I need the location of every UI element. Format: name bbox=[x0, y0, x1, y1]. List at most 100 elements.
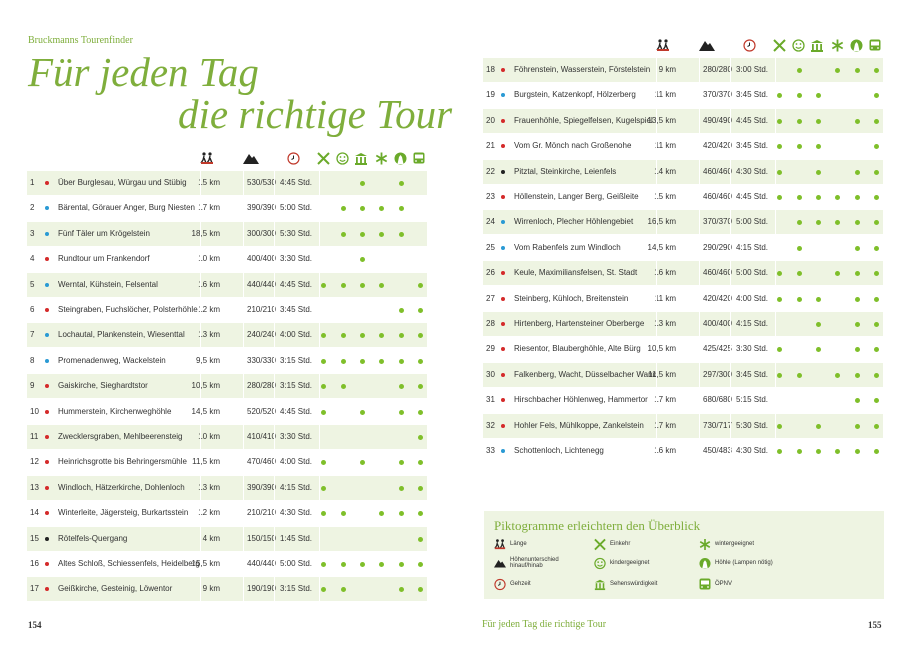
tour-duration: 3:00 Std. bbox=[736, 65, 769, 74]
tour-duration: 4:15 Std. bbox=[736, 242, 769, 252]
tour-duration: 4:15 Std. bbox=[280, 482, 313, 492]
column-divider bbox=[656, 337, 657, 362]
column-divider bbox=[730, 210, 731, 235]
tour-length: 16,5 km bbox=[647, 217, 676, 227]
column-divider bbox=[200, 374, 201, 399]
table-row: 33 Schottenloch, Lichtenegg 16 km 450/483 4:… bbox=[483, 439, 883, 463]
tour-name: Steingraben, Fuchslöcher, Polsterhöhle bbox=[58, 305, 198, 314]
column-divider bbox=[319, 577, 320, 602]
column-divider bbox=[200, 247, 201, 272]
column-divider bbox=[775, 83, 776, 108]
table-row: 1 Über Burglesau, Würgau und Stübig 15 km 5… bbox=[27, 171, 427, 195]
difficulty-dot bbox=[501, 271, 505, 276]
difficulty-dot bbox=[501, 68, 505, 72]
tour-elevation: 470/460 bbox=[247, 457, 276, 467]
tour-name: Riesentor, Blauberghöhle, Alte Bürg bbox=[514, 344, 641, 354]
table-row: 26 Keule, Maximiliansfelsen, St. Stadt 16 … bbox=[483, 261, 883, 286]
difficulty-dot bbox=[501, 398, 505, 403]
feature-dot bbox=[379, 562, 384, 567]
column-divider bbox=[775, 210, 776, 235]
tour-length: 13 km bbox=[198, 330, 220, 340]
column-divider bbox=[243, 374, 244, 399]
table-row: 5 Werntal, Kühstein, Felsental 16 km 440/44… bbox=[27, 272, 427, 297]
column-divider bbox=[243, 348, 244, 373]
feature-dot bbox=[816, 220, 821, 226]
tour-name: Frauenhöhle, Spiegelfelsen, Kugelspiel bbox=[514, 115, 653, 125]
tour-duration: 3:15 Std. bbox=[280, 355, 313, 365]
tour-elevation: 150/150 bbox=[247, 533, 276, 543]
column-divider bbox=[699, 286, 700, 311]
feature-dot bbox=[797, 93, 802, 99]
column-divider bbox=[319, 323, 320, 348]
column-divider bbox=[200, 577, 201, 602]
tour-length: 17 km bbox=[654, 420, 676, 430]
feature-dot bbox=[379, 231, 384, 237]
feature-dot bbox=[835, 68, 840, 73]
tour-elevation: 190/190 bbox=[247, 584, 276, 594]
tour-length: 13 km bbox=[198, 482, 220, 492]
feature-dot bbox=[835, 271, 840, 277]
feature-dot bbox=[816, 144, 821, 150]
difficulty-dot bbox=[501, 322, 505, 326]
column-divider bbox=[730, 235, 731, 260]
table-row: 32 Hohler Fels, Mühlkoppe, Zankelstein 17 … bbox=[483, 413, 883, 438]
tour-length: 13,5 km bbox=[647, 115, 676, 125]
tour-elevation: 240/240 bbox=[247, 330, 276, 340]
feature-dot bbox=[321, 409, 326, 415]
column-divider bbox=[274, 348, 275, 373]
tour-length: 11,5 km bbox=[648, 369, 676, 379]
table-row: 21 Vom Gr. Mönch nach Großenohe 11 km 420/4… bbox=[483, 134, 883, 159]
legend-label: Sehenswürdigkeit bbox=[610, 581, 658, 587]
column-divider bbox=[319, 196, 320, 221]
feature-dot bbox=[321, 460, 326, 466]
tour-name: Schottenloch, Lichtenegg bbox=[514, 446, 604, 455]
tour-number: 3 bbox=[30, 228, 35, 238]
column-divider bbox=[699, 312, 700, 336]
column-divider bbox=[243, 221, 244, 246]
tour-length: 10,5 km bbox=[191, 381, 220, 391]
tour-name: Geißkirche, Gesteinig, Löwentor bbox=[58, 584, 173, 594]
column-divider bbox=[200, 348, 201, 373]
tour-number: 13 bbox=[30, 482, 39, 492]
feature-dot bbox=[341, 358, 346, 364]
difficulty-dot bbox=[501, 423, 505, 428]
legend-item: kindergeeignet bbox=[594, 557, 649, 569]
column-divider bbox=[200, 475, 201, 500]
tour-elevation: 530/530 bbox=[247, 178, 276, 187]
column-divider bbox=[319, 399, 320, 424]
feature-dot bbox=[777, 118, 782, 124]
tour-duration: 3:30 Std. bbox=[736, 344, 769, 354]
column-divider bbox=[730, 185, 731, 209]
feature-dot bbox=[874, 169, 879, 175]
column-divider bbox=[656, 210, 657, 235]
feature-dot bbox=[418, 511, 423, 517]
tour-duration: 5:00 Std. bbox=[280, 203, 313, 213]
tour-duration: 4:45 Std. bbox=[736, 192, 769, 201]
column-divider bbox=[699, 388, 700, 413]
tour-elevation: 280/280 bbox=[703, 65, 732, 74]
tour-duration: 4:15 Std. bbox=[736, 319, 769, 328]
column-divider bbox=[319, 501, 320, 526]
tour-name: Bärental, Görauer Anger, Burg Niesten bbox=[58, 203, 195, 213]
feature-dot bbox=[874, 93, 879, 99]
column-divider bbox=[200, 272, 201, 297]
tour-length: 9,5 km bbox=[195, 355, 220, 365]
column-divider bbox=[730, 413, 731, 438]
tour-elevation: 210/210 bbox=[247, 508, 276, 518]
difficulty-dot bbox=[45, 511, 49, 516]
table-row: 11 Zwecklersgraben, Mehlbeerensteig 10 km 4… bbox=[27, 425, 427, 449]
tour-name: Lochautal, Plankenstein, Wiesenttal bbox=[58, 330, 185, 340]
tour-elevation: 300/300 bbox=[247, 228, 276, 238]
tour-number: 4 bbox=[30, 254, 35, 264]
feature-dot bbox=[321, 384, 326, 390]
feature-dot bbox=[321, 282, 326, 288]
tour-length: 11 km bbox=[654, 293, 676, 303]
feature-dot bbox=[379, 333, 384, 339]
column-divider bbox=[699, 413, 700, 438]
tour-name: Höllenstein, Langer Berg, Geißleite bbox=[514, 192, 639, 201]
column-divider bbox=[319, 298, 320, 322]
column-divider bbox=[730, 439, 731, 463]
column-divider bbox=[699, 159, 700, 184]
column-divider bbox=[319, 450, 320, 475]
column-divider bbox=[274, 501, 275, 526]
